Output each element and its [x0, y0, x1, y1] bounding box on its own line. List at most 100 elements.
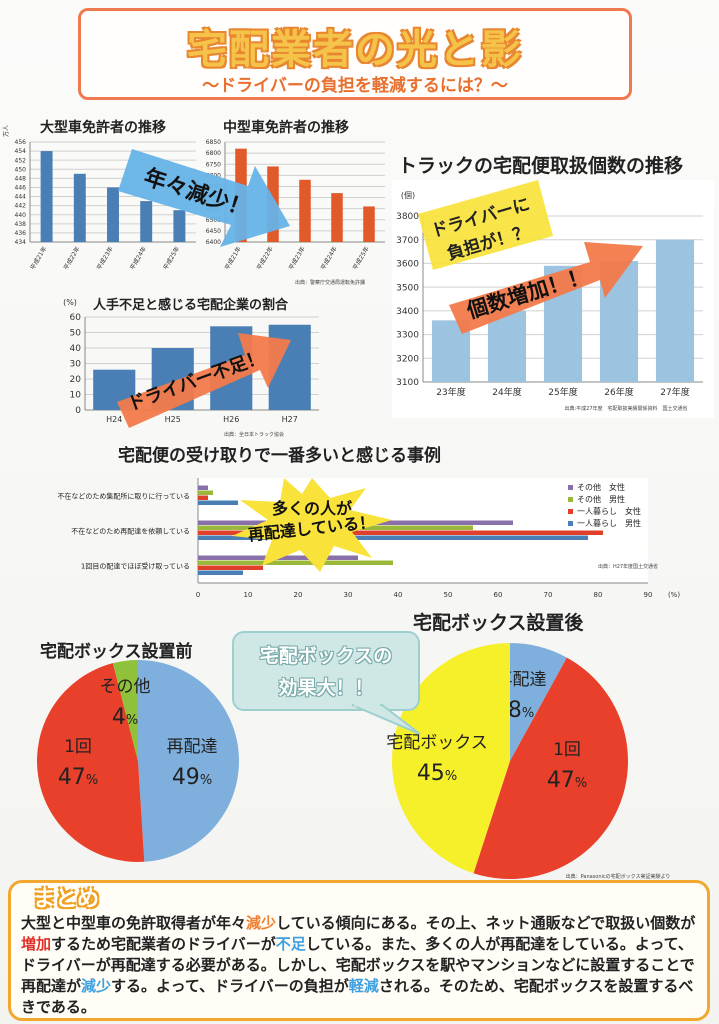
x-tick-label: 平成21年: [29, 245, 49, 271]
x-tick-label: 20: [294, 591, 303, 599]
y-axis-label: 万人: [3, 125, 10, 137]
legend-label: その他 女性: [577, 482, 625, 492]
chart-title-large-license: 大型車免許者の推移: [40, 120, 166, 136]
slice-label: 1回: [553, 740, 581, 760]
y-tick-label: 450: [15, 166, 27, 173]
summary-segment: している傾向にある。その上、ネット通販などで取扱い個数が: [276, 914, 696, 932]
chart-title-receiving-cases: 宅配便の受け取りで一番多いと感じる事例: [118, 446, 441, 466]
y-tick-label: 456: [15, 139, 27, 146]
bar: [198, 565, 263, 570]
y-tick-label: 3200: [396, 354, 419, 364]
y-tick-label: 6750: [206, 161, 221, 168]
source-note: 出典：全日本トラック協会: [224, 431, 284, 438]
y-tick-label: 3300: [396, 331, 419, 341]
pie-slice: [112, 660, 138, 761]
bar: [487, 310, 527, 382]
y-tick-label: 40: [70, 344, 82, 354]
x-tick-label: H24: [106, 415, 122, 424]
legend-label: その他 男性: [577, 494, 625, 504]
x-tick-label: 平成25年: [351, 245, 371, 271]
slice-label: 宅配ボックス: [386, 733, 488, 753]
y-axis-label: (個): [401, 190, 415, 200]
y-tick-label: 434: [15, 239, 27, 246]
slice-value-unit: %: [575, 776, 587, 791]
y-tick-label: 436: [15, 230, 27, 237]
y-tick-label: 3600: [396, 260, 419, 270]
y-tick-label: 438: [15, 221, 27, 228]
legend-swatch: [568, 521, 573, 526]
bar: [198, 570, 243, 575]
bar: [299, 179, 311, 242]
bar: [173, 210, 186, 242]
summary-segment: 大型と中型車の免許取得者が年々: [21, 914, 247, 932]
x-tick-label: H26: [223, 415, 239, 424]
source-note: 出典：Panasonicの宅配ボックス実証実験より: [566, 873, 671, 880]
chart-title-labor-shortage: 人手不足と感じる宅配企業の割合: [93, 298, 289, 313]
labor-shortage-chart: 0 10 20 30 40 50 60 H24 H25 H26 H27 (%) 出典：全日本トラック協会: [63, 298, 319, 438]
source-note: 出典：H27年度国土交通省: [598, 563, 658, 570]
summary-highlight: 増加: [21, 935, 52, 953]
summary-highlight: 減少: [81, 977, 112, 995]
y-tick-label: 30: [70, 360, 82, 370]
pie-after-chart: 再配達8%1回47%宅配ボックス45%出典：Panasonicの宅配ボックス実証…: [386, 643, 670, 880]
bar: [198, 490, 213, 495]
summary-segment: される。そのため、宅配ボックスを設置するべきである。: [21, 977, 694, 1016]
x-tick-label: H25: [165, 415, 181, 424]
x-tick-label: 平成25年: [161, 245, 181, 271]
x-tick-label: 平成23年: [287, 245, 307, 271]
slice-label: 再配達: [167, 737, 218, 757]
x-tick-label: 60: [494, 591, 503, 599]
pie-slice: [473, 657, 628, 880]
summary-highlight: 不足: [275, 935, 306, 953]
y-tick-label: 20: [70, 375, 82, 385]
slice-label: その他: [100, 677, 151, 697]
bar: [331, 193, 343, 242]
y-tick-label: 6800: [206, 150, 221, 157]
bar: [363, 206, 375, 242]
bar: [198, 485, 208, 490]
x-tick-label: 平成24年: [319, 245, 339, 271]
x-tick-label: 24年度: [492, 386, 521, 398]
y-category-label: 不在などのため集配所に取りに行っている: [57, 492, 190, 501]
y-tick-label: 3800: [396, 212, 419, 222]
bubble-line1: 宅配ボックスの: [259, 645, 393, 667]
y-tick-label: 448: [15, 175, 27, 182]
x-tick-label: 27年度: [660, 386, 689, 398]
y-tick-label: 6400: [206, 239, 221, 246]
slice-value: 47%: [58, 765, 98, 790]
y-tick-label: 440: [15, 212, 27, 219]
pie-slice: [392, 643, 510, 874]
summary-segment: する。よって、ドライバーの負担が: [111, 977, 349, 995]
chart-title-pie-after: 宅配ボックス設置後: [413, 612, 584, 634]
redelivery-annotation-line1: 多くの人が: [272, 499, 352, 518]
x-tick-label: 40: [394, 591, 403, 599]
bar: [198, 500, 238, 505]
y-category-label: 不在などのため再配達を依頼している: [71, 527, 190, 536]
legend-swatch: [568, 485, 573, 490]
x-tick-label: 10: [244, 591, 253, 599]
y-tick-label: 442: [15, 203, 27, 210]
y-tick-label: 454: [15, 148, 27, 155]
pie-slice: [510, 643, 567, 761]
x-tick-label: H27: [282, 415, 298, 424]
pie-slice: [138, 660, 240, 862]
legend-swatch: [568, 509, 573, 514]
slice-value-unit: %: [200, 773, 212, 788]
title-box: 宅配業者の光と影 ～ドライバーの負担を軽減するには？～: [78, 8, 632, 100]
legend-swatch: [568, 497, 573, 502]
shortage-arrow: ドライバー不足！: [117, 333, 291, 428]
bar: [73, 173, 86, 242]
x-tick-label: 30: [344, 591, 353, 599]
x-tick-label: 平成22年: [255, 245, 275, 271]
y-tick-label: 50: [70, 329, 82, 339]
x-tick-label: 26年度: [604, 386, 633, 398]
bar: [198, 530, 603, 535]
bubble-line2: 効果大！！: [278, 677, 374, 699]
y-tick-label: 6500: [206, 217, 221, 224]
x-tick-label: 25年度: [548, 386, 577, 398]
slice-value: 8%: [508, 698, 534, 723]
x-tick-label: 90: [644, 591, 653, 599]
slice-value-number: 47: [547, 768, 575, 793]
bar: [140, 201, 153, 242]
slice-value-unit: %: [445, 769, 457, 784]
